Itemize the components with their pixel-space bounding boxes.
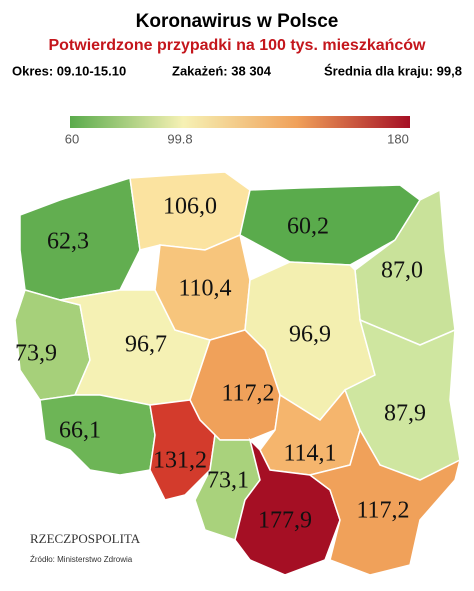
legend-label: 60 (65, 131, 79, 146)
region-label: 87,9 (384, 401, 426, 427)
region-label: 117,2 (221, 381, 274, 407)
region (234, 437, 341, 576)
subtitle: Potwierdzone przypadki na 100 tys. miesz… (48, 37, 426, 54)
region (149, 399, 216, 501)
region-label: 66,1 (59, 418, 101, 444)
region-label: 114,1 (283, 441, 336, 467)
region-label: 73,1 (207, 468, 249, 494)
region-label: 106,0 (163, 194, 217, 220)
legend-label: 99.8 (167, 131, 192, 146)
region-label: 96,7 (125, 332, 167, 358)
map (14, 171, 462, 576)
period: Okres: 09.10-15.10 (12, 63, 126, 78)
region-label: 62,3 (47, 229, 89, 255)
region-label: 117,2 (356, 498, 409, 524)
region-label: 87,0 (381, 258, 423, 284)
region-label: 96,9 (289, 322, 331, 348)
legend-bar (70, 116, 410, 128)
region-label: 131,2 (153, 448, 207, 474)
region-label: 60,2 (287, 214, 329, 240)
source: Źródło: Ministerstwo Zdrowia (30, 555, 133, 564)
region (308, 428, 462, 576)
average: Średnia dla kraju: 99,8 (324, 63, 462, 78)
legend-label: 180 (387, 131, 409, 146)
title: Koronawirus w Polsce (136, 11, 339, 32)
region-label: 110,4 (178, 276, 231, 302)
region-label: 177,9 (258, 508, 312, 534)
cases: Zakażeń: 38 304 (172, 63, 272, 78)
logo: RZECZPOSPOLITA (30, 531, 141, 546)
region-labels: 62,3 106,0 60,2 87,0 73,9 96,7 110,4 96,… (15, 194, 426, 534)
region-label: 73,9 (15, 341, 57, 367)
